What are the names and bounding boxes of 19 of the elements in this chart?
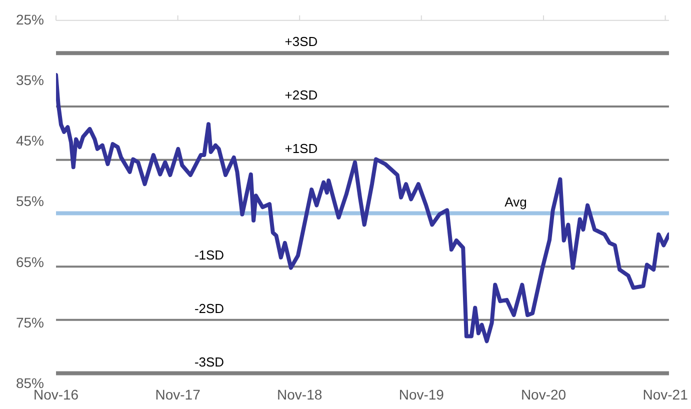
- ref-line-label: -2SD: [194, 301, 224, 316]
- y-tick-label: 65%: [16, 254, 44, 270]
- x-tick-label: Nov-18: [277, 386, 322, 402]
- y-tick-label: 55%: [16, 193, 44, 210]
- x-tick-label: Nov-20: [520, 386, 566, 402]
- ref-line-label: Avg: [504, 194, 527, 210]
- y-tick-label: 75%: [16, 314, 44, 330]
- y-tick-label: 25%: [16, 11, 44, 28]
- y-tick-label: 45%: [16, 132, 44, 149]
- x-tick-label: Nov-19: [398, 386, 444, 402]
- x-tick-label: Nov-21: [642, 386, 688, 402]
- ref-line-label: -1SD: [194, 248, 224, 263]
- x-tick-label: Nov-17: [155, 386, 201, 402]
- ref-line-label: +3SD: [284, 34, 318, 50]
- ref-line-label: -3SD: [194, 354, 224, 370]
- ref-line-label: +2SD: [284, 88, 318, 103]
- ref-line-label: +1SD: [284, 140, 318, 156]
- y-tick-label: 85%: [16, 375, 44, 392]
- y-tick-label: 35%: [16, 72, 44, 88]
